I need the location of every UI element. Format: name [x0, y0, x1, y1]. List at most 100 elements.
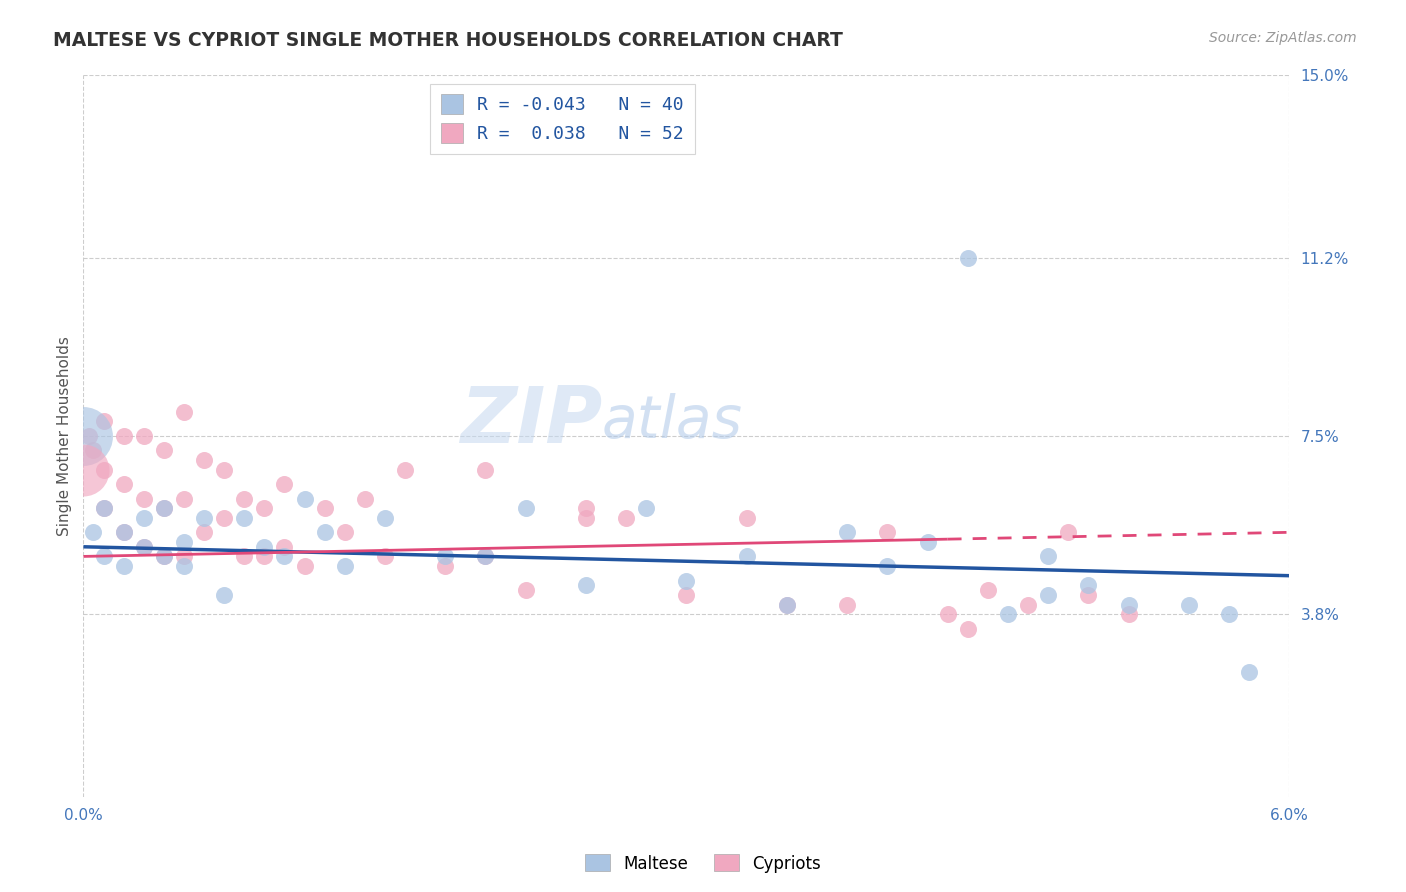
Point [93, 415, 115, 429]
Point [132, 491, 155, 506]
Point [956, 622, 979, 636]
Point [575, 578, 598, 592]
Point [1017, 598, 1039, 612]
Point [575, 501, 598, 516]
Point [1237, 665, 1260, 679]
Point [675, 588, 697, 602]
Point [153, 549, 176, 564]
Point [273, 549, 295, 564]
Text: MALTESE VS CYPRIOT SINGLE MOTHER HOUSEHOLDS CORRELATION CHART: MALTESE VS CYPRIOT SINGLE MOTHER HOUSEHO… [53, 31, 844, 50]
Point [735, 511, 758, 525]
Point [997, 607, 1019, 622]
Point [153, 501, 176, 516]
Point [253, 540, 276, 554]
Point [374, 511, 396, 525]
Point [956, 251, 979, 265]
Point [233, 491, 256, 506]
Point [1036, 588, 1059, 602]
Point [72, 429, 94, 443]
Point [193, 511, 215, 525]
Point [837, 598, 859, 612]
Text: ZIP: ZIP [460, 384, 602, 459]
Point [212, 588, 235, 602]
Point [93, 501, 115, 516]
Legend: R = -0.043   N = 40, R =  0.038   N = 52: R = -0.043 N = 40, R = 0.038 N = 52 [430, 84, 695, 154]
Point [1036, 549, 1059, 564]
Point [294, 491, 316, 506]
Point [474, 549, 496, 564]
Point [253, 549, 276, 564]
Point [1057, 525, 1080, 540]
Point [876, 525, 898, 540]
Point [193, 525, 215, 540]
Point [374, 549, 396, 564]
Point [132, 540, 155, 554]
Point [273, 477, 295, 491]
Point [132, 540, 155, 554]
Text: atlas: atlas [602, 393, 742, 450]
Point [314, 501, 336, 516]
Point [977, 583, 1000, 598]
Point [173, 491, 195, 506]
Point [314, 525, 336, 540]
Point [515, 501, 537, 516]
Point [1077, 588, 1099, 602]
Point [112, 477, 135, 491]
Point [132, 511, 155, 525]
Point [79, 429, 101, 443]
Point [173, 559, 195, 574]
Point [112, 525, 135, 540]
Point [93, 501, 115, 516]
Point [273, 540, 295, 554]
Point [112, 429, 135, 443]
Legend: Maltese, Cypriots: Maltese, Cypriots [579, 847, 827, 880]
Point [212, 511, 235, 525]
Point [173, 535, 195, 549]
Point [233, 511, 256, 525]
Text: Source: ZipAtlas.com: Source: ZipAtlas.com [1209, 31, 1357, 45]
Point [173, 405, 195, 419]
Point [636, 501, 658, 516]
Point [575, 511, 598, 525]
Point [1218, 607, 1240, 622]
Point [1118, 607, 1140, 622]
Point [936, 607, 959, 622]
Point [294, 559, 316, 574]
Point [917, 535, 939, 549]
Point [93, 463, 115, 477]
Point [212, 463, 235, 477]
Point [434, 559, 457, 574]
Point [1077, 578, 1099, 592]
Point [837, 525, 859, 540]
Point [193, 453, 215, 467]
Point [1178, 598, 1201, 612]
Point [153, 549, 176, 564]
Point [72, 463, 94, 477]
Point [735, 549, 758, 564]
Point [93, 549, 115, 564]
Y-axis label: Single Mother Households: Single Mother Households [58, 336, 72, 536]
Point [614, 511, 637, 525]
Point [333, 559, 356, 574]
Point [253, 501, 276, 516]
Point [82, 525, 104, 540]
Point [82, 443, 104, 458]
Point [132, 429, 155, 443]
Point [112, 525, 135, 540]
Point [675, 574, 697, 588]
Point [776, 598, 799, 612]
Point [153, 501, 176, 516]
Point [173, 549, 195, 564]
Point [776, 598, 799, 612]
Point [474, 549, 496, 564]
Point [1118, 598, 1140, 612]
Point [434, 549, 457, 564]
Point [515, 583, 537, 598]
Point [474, 463, 496, 477]
Point [112, 559, 135, 574]
Point [333, 525, 356, 540]
Point [876, 559, 898, 574]
Point [233, 549, 256, 564]
Point [394, 463, 416, 477]
Point [353, 491, 375, 506]
